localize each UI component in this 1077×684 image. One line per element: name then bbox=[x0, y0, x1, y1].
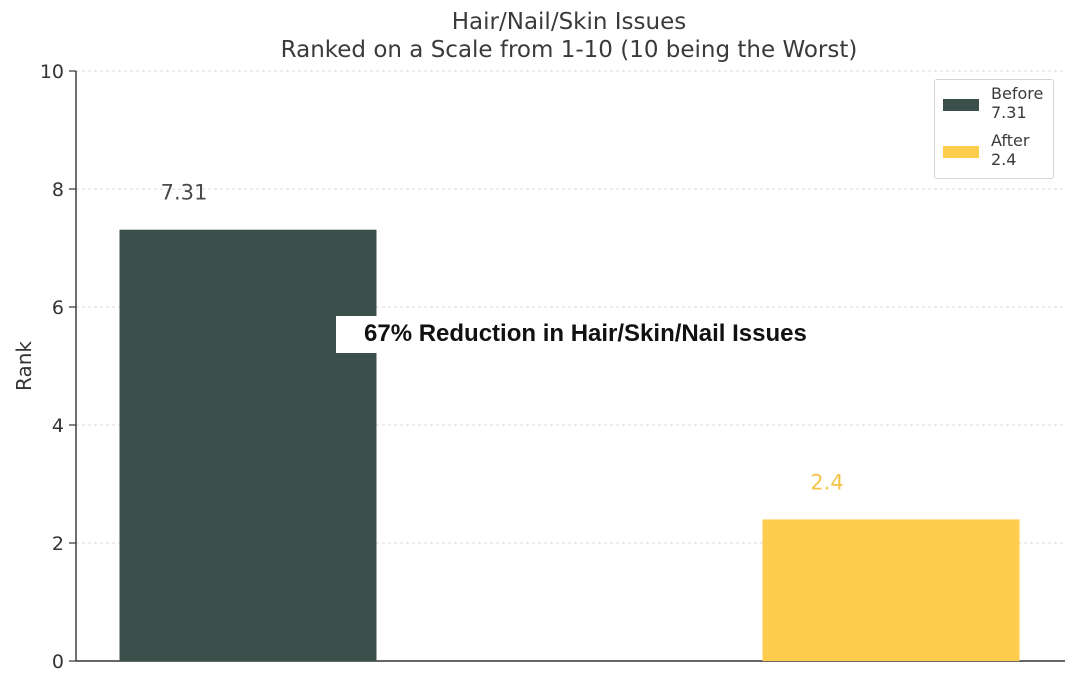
chart-legend: Before 7.31 After 2.4 bbox=[934, 79, 1054, 179]
y-tick-label: 4 bbox=[52, 415, 64, 437]
legend-swatch-after bbox=[943, 146, 979, 158]
bar-after bbox=[762, 519, 1020, 661]
data-label-before: 7.31 bbox=[161, 181, 208, 205]
chart-title: Hair/Nail/Skin Issues bbox=[451, 9, 687, 35]
bar-before bbox=[119, 229, 377, 661]
y-tick-label: 6 bbox=[52, 297, 64, 319]
y-tick-label: 0 bbox=[52, 651, 64, 673]
y-tick-label: 10 bbox=[40, 61, 64, 83]
annotation-background-right bbox=[600, 318, 845, 353]
legend-item-after: After 2.4 bbox=[941, 131, 1053, 175]
legend-item-before: Before 7.31 bbox=[941, 84, 1053, 128]
legend-label-before: Before 7.31 bbox=[991, 84, 1044, 122]
y-tick-label: 8 bbox=[52, 179, 64, 201]
data-label-after: 2.4 bbox=[810, 470, 843, 494]
annotation-background bbox=[336, 316, 606, 353]
legend-swatch-before bbox=[943, 99, 979, 111]
chart-subtitle: Ranked on a Scale from 1-10 (10 being th… bbox=[280, 37, 858, 63]
y-tick-label: 2 bbox=[52, 533, 64, 555]
reduction-annotation: 67% Reduction in Hair/Skin/Nail Issues bbox=[364, 320, 807, 347]
y-axis-label: Rank bbox=[12, 341, 36, 391]
legend-label-after: After 2.4 bbox=[991, 131, 1030, 169]
